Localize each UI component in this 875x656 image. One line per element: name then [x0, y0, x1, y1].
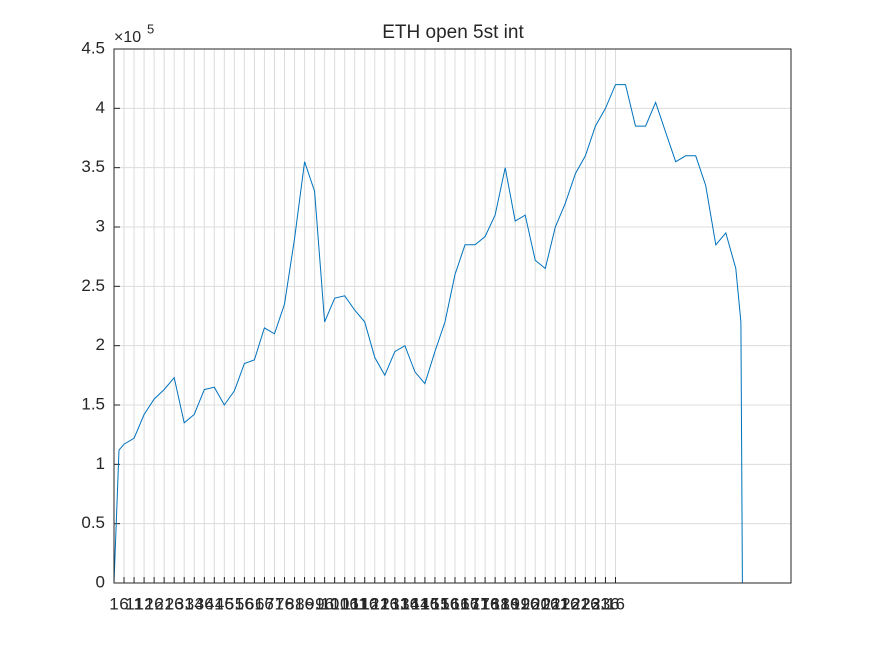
x-tick-label: 81 [285, 594, 304, 613]
x-tick-label: 141 [401, 594, 429, 613]
data-line [113, 84, 743, 584]
x-tick-label: 156 [431, 594, 459, 613]
x-tick-label: 186 [491, 594, 519, 613]
x-tick-label: 181 [481, 594, 509, 613]
x-tick-label: 96 [315, 594, 334, 613]
y-multiplier-exponent: 5 [147, 21, 154, 36]
y-multiplier-base: ×10 [114, 29, 141, 46]
y-tick-label: 4 [96, 98, 105, 117]
x-tick-label: 21 [155, 594, 174, 613]
x-tick-label: 101 [320, 594, 348, 613]
x-tick-label: 1 [109, 594, 118, 613]
x-tick-label: 16 [145, 594, 164, 613]
x-tick-label: 231 [581, 594, 609, 613]
x-tick-label: 91 [305, 594, 324, 613]
x-tick-label: 11 [125, 594, 143, 613]
x-tick-label: 236 [591, 594, 619, 613]
x-tick-label: 226 [571, 594, 599, 613]
x-tick-label: 126 [371, 594, 399, 613]
y-tick-label: 3.5 [81, 157, 105, 176]
x-tick-label: 111 [342, 594, 368, 613]
x-tick-label: 26 [165, 594, 184, 613]
x-tick-label: 76 [275, 594, 294, 613]
x-tick-label: 166 [451, 594, 479, 613]
y-tick-label: 0 [96, 572, 105, 591]
x-tick-label: 176 [471, 594, 499, 613]
y-tick-label: 4.5 [81, 38, 105, 57]
x-tick-label: 16 [606, 594, 625, 613]
x-tick-label: 34 [185, 594, 204, 613]
x-tick-label: 116 [351, 594, 378, 613]
x-tick-label: 131 [381, 594, 409, 613]
x-tick-label: 46 [215, 594, 234, 613]
x-tick-label: 31 [175, 594, 194, 613]
y-tick-label: 2.5 [81, 276, 105, 295]
x-tick-label: 66 [255, 594, 274, 613]
x-tick-label: 41 [205, 594, 224, 613]
x-tick-label: 121 [361, 594, 389, 613]
y-tick-label: 0.5 [81, 513, 105, 532]
x-tick-label: 136 [391, 594, 419, 613]
x-tick-label: 206 [531, 594, 559, 613]
x-tick-label: 51 [225, 594, 244, 613]
x-tick-label: 86 [295, 594, 314, 613]
x-tick-label: 71 [265, 594, 284, 613]
x-tick-label: 221 [561, 594, 589, 613]
x-tick-label: 161 [441, 594, 469, 613]
x-tick-label: 151 [421, 594, 449, 613]
y-tick-label: 2 [96, 335, 105, 354]
y-tick-label: 1 [96, 454, 105, 473]
x-tick-label: 171 [461, 594, 489, 613]
x-tick-label: 146 [411, 594, 439, 613]
x-tick-label: 191 [501, 594, 529, 613]
x-tick-label: 201 [521, 594, 549, 613]
axes-box [113, 48, 792, 584]
x-tick-label: 216 [551, 594, 579, 613]
x-tick-label: 196 [511, 594, 539, 613]
chart-title: ETH open 5st int [382, 22, 524, 43]
x-tick-label: 56 [235, 594, 254, 613]
x-tick-label: 12 [135, 594, 154, 613]
x-tick-label: 211 [542, 594, 569, 613]
x-tick-label: 106 [330, 594, 358, 613]
y-tick-label: 1.5 [81, 394, 105, 413]
x-tick-label: 61 [245, 594, 264, 613]
x-tick-label: 6 [119, 594, 128, 613]
x-tick-label: 36 [195, 594, 214, 613]
y-tick-label: 3 [96, 216, 105, 235]
